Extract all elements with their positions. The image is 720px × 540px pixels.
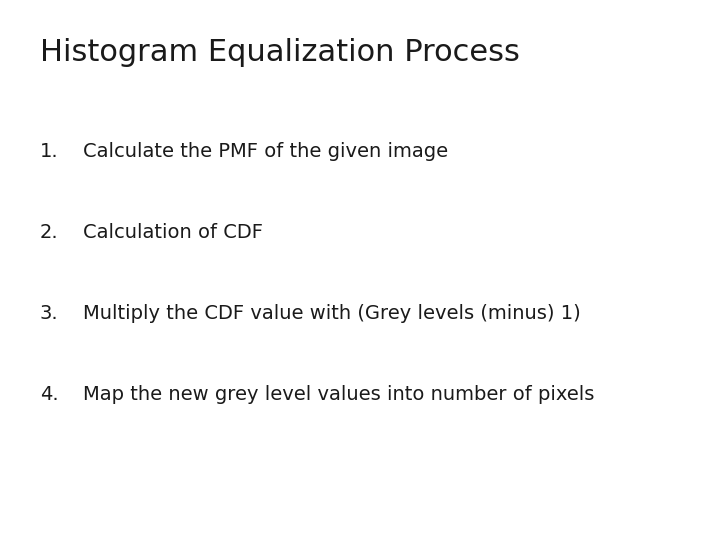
Text: Calculation of CDF: Calculation of CDF bbox=[83, 222, 263, 242]
Text: 2.: 2. bbox=[40, 222, 58, 242]
Text: 1.: 1. bbox=[40, 141, 58, 161]
Text: Calculate the PMF of the given image: Calculate the PMF of the given image bbox=[83, 141, 448, 161]
Text: Map the new grey level values into number of pixels: Map the new grey level values into numbe… bbox=[83, 384, 594, 404]
Text: Multiply the CDF value with (Grey levels (minus) 1): Multiply the CDF value with (Grey levels… bbox=[83, 303, 580, 323]
Text: Histogram Equalization Process: Histogram Equalization Process bbox=[40, 38, 519, 67]
Text: 3.: 3. bbox=[40, 303, 58, 323]
Text: 4.: 4. bbox=[40, 384, 58, 404]
